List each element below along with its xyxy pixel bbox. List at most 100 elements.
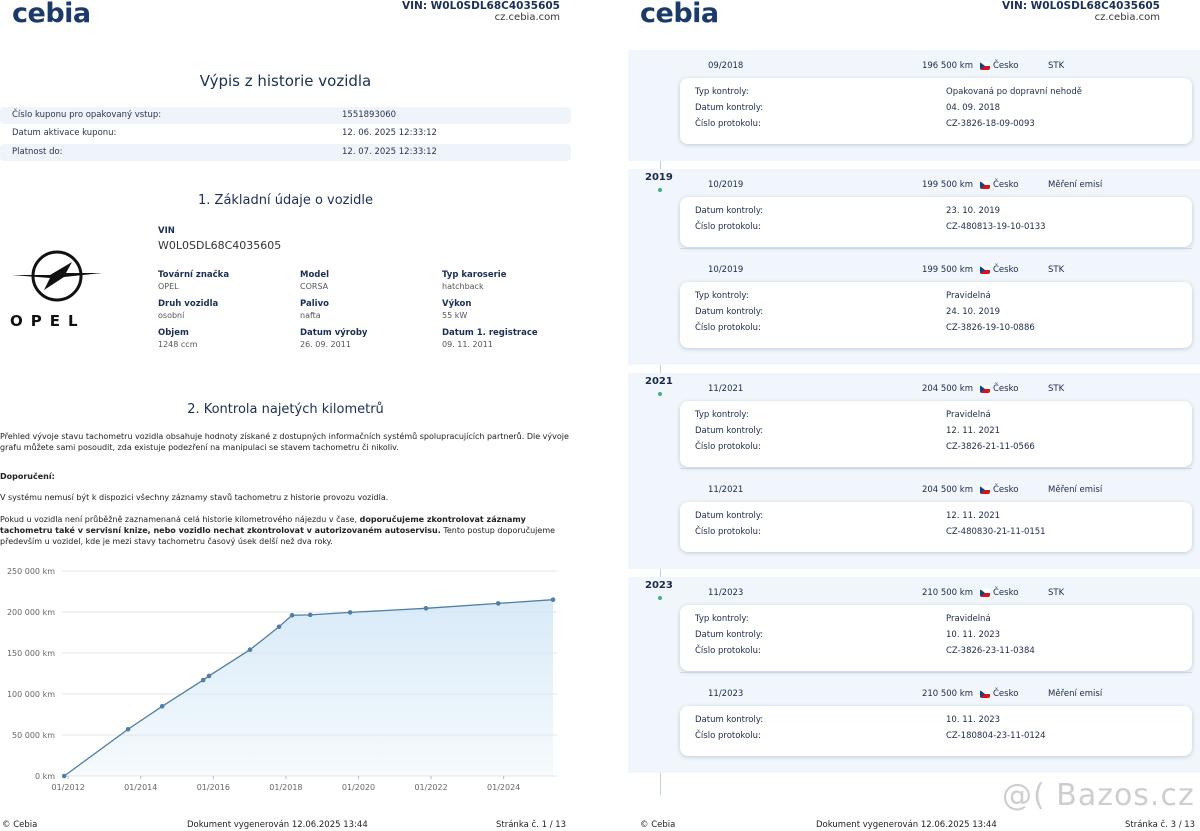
separator: [680, 248, 1192, 249]
flag: [980, 266, 990, 274]
paragraph: Přehled vývoje stavu tachometru vozidla …: [0, 432, 569, 452]
y-tick-label: 250 000 km: [7, 567, 55, 576]
flag-triangle: [980, 486, 985, 494]
detail-label: Typ kontroly:: [695, 291, 749, 301]
text: Pokud u vozidla není průběžně zaznamenan…: [0, 515, 360, 524]
history-page: cebia VIN: W0L0SDL68C4035605 cz.cebia.co…: [600, 0, 1200, 831]
detail-value: Opakovaná po dopravní nehodě: [946, 87, 1082, 97]
entry-country: Česko: [993, 588, 1019, 598]
card: [680, 706, 1192, 756]
entry-km: 196 500 km: [921, 61, 973, 71]
y-tick-label: 100 000 km: [7, 690, 55, 699]
detail-value: 23. 10. 2019: [946, 206, 1001, 216]
flag: [980, 181, 990, 189]
field-value: hatchback: [442, 282, 484, 291]
detail-label: Číslo protokolu:: [695, 119, 761, 129]
detail-label: Datum kontroly:: [695, 307, 764, 317]
detail-label: Typ kontroly:: [695, 410, 749, 420]
detail-value: Pravidelná: [946, 614, 991, 624]
separator: [680, 468, 1192, 469]
flag-triangle: [980, 589, 985, 597]
info-value: 1551893060: [342, 110, 397, 120]
field-label: Objem: [158, 328, 189, 338]
paragraph: V systému nemusí být k dispozici všechny…: [0, 493, 389, 502]
entry-date: 09/2018: [708, 61, 744, 71]
y-tick-label: 50 000 km: [12, 731, 55, 740]
detail-value: 12. 11. 2021: [946, 426, 1001, 436]
card: [680, 605, 1192, 671]
flag: [980, 589, 990, 597]
entry-date: 11/2021: [708, 384, 744, 394]
entry-km: 199 500 km: [921, 265, 973, 275]
entry-date: 11/2023: [708, 588, 744, 598]
detail-label: Datum kontroly:: [695, 630, 764, 640]
point: [495, 601, 501, 606]
point: [125, 726, 131, 732]
detail-label: Číslo protokolu:: [695, 731, 761, 741]
footer-page: Stránka č. 1 / 13: [496, 820, 567, 830]
field-value: 09. 11. 2011: [442, 340, 493, 349]
report-title: Výpis z historie vozidla: [199, 72, 372, 90]
area-fill: [64, 599, 554, 776]
entry-type: STK: [1048, 384, 1065, 394]
year-label: 2021: [645, 376, 673, 387]
flag-triangle: [980, 385, 985, 393]
entry-type: Měření emisí: [1048, 485, 1103, 495]
entry-km: 199 500 km: [921, 180, 973, 190]
entry-country: Česko: [993, 689, 1019, 699]
detail-label: Datum kontroly:: [695, 426, 764, 436]
brand-name: OPEL: [10, 312, 86, 330]
detail-value: CZ-3826-18-09-0093: [946, 119, 1035, 129]
detail-value: CZ-3826-23-11-0384: [946, 646, 1035, 656]
flag: [980, 690, 990, 698]
field-label: Druh vozidla: [158, 299, 219, 309]
field-label: Datum výroby: [300, 328, 368, 338]
detail-value: 04. 09. 2018: [946, 103, 1001, 113]
info-row: Datum aktivace kuponu: 12. 06. 2025 12:3…: [0, 125, 571, 142]
detail-value: CZ-3826-21-11-0566: [946, 442, 1035, 452]
detail-label: Číslo protokolu:: [695, 527, 761, 537]
detail-value: 10. 11. 2023: [946, 630, 1001, 640]
detail-label: Datum kontroly:: [695, 103, 764, 113]
point: [276, 624, 282, 630]
timeline-dot: [658, 392, 662, 396]
detail-label: Datum kontroly:: [695, 511, 764, 521]
point: [550, 597, 556, 602]
point: [200, 677, 206, 683]
detail-label: Číslo protokolu:: [695, 323, 761, 333]
entry-km: 204 500 km: [921, 384, 973, 394]
entry-type: STK: [1048, 61, 1065, 71]
detail-label: Číslo protokolu:: [695, 222, 761, 232]
card: [680, 282, 1192, 348]
card: [680, 197, 1192, 247]
flag-triangle: [980, 181, 985, 189]
detail-value: CZ-480830-21-11-0151: [946, 527, 1046, 537]
point: [347, 610, 353, 615]
y-tick-label: 0 km: [35, 772, 55, 781]
entry-country: Česko: [993, 61, 1019, 71]
detail-label: Typ kontroly:: [695, 87, 749, 97]
entry-km: 210 500 km: [921, 588, 973, 598]
logo: cebia: [640, 0, 719, 29]
field-label: Typ karoserie: [442, 270, 507, 280]
brand-emblem: [12, 250, 102, 302]
mileage-chart: 0 km 50 000 km 100 000 km 150 000 km 200 000…: [7, 567, 557, 792]
footer-page: Stránka č. 3 / 13: [1125, 820, 1196, 830]
x-tick-label: 01/2016: [197, 783, 230, 792]
entry-type: STK: [1048, 265, 1065, 275]
point: [423, 606, 429, 611]
detail-label: Datum kontroly:: [695, 715, 764, 725]
timeline-dot: [658, 596, 662, 600]
entry-country: Česko: [993, 180, 1019, 190]
info-value: 12. 06. 2025 12:33:12: [342, 128, 437, 138]
point: [247, 647, 253, 653]
report-page: cebia VIN: W0L0SDL68C4035605 cz.cebia.co…: [0, 0, 571, 830]
info-row: Platnost do: 12. 07. 2025 12:33:12: [0, 144, 571, 161]
field-label: Palivo: [300, 299, 329, 309]
flag-triangle: [980, 266, 985, 274]
point: [307, 612, 313, 618]
field-value: 55 kW: [442, 311, 468, 320]
flag-triangle: [980, 690, 985, 698]
card: [680, 401, 1192, 467]
vin-value: W0L0SDL68C4035605: [158, 239, 282, 252]
